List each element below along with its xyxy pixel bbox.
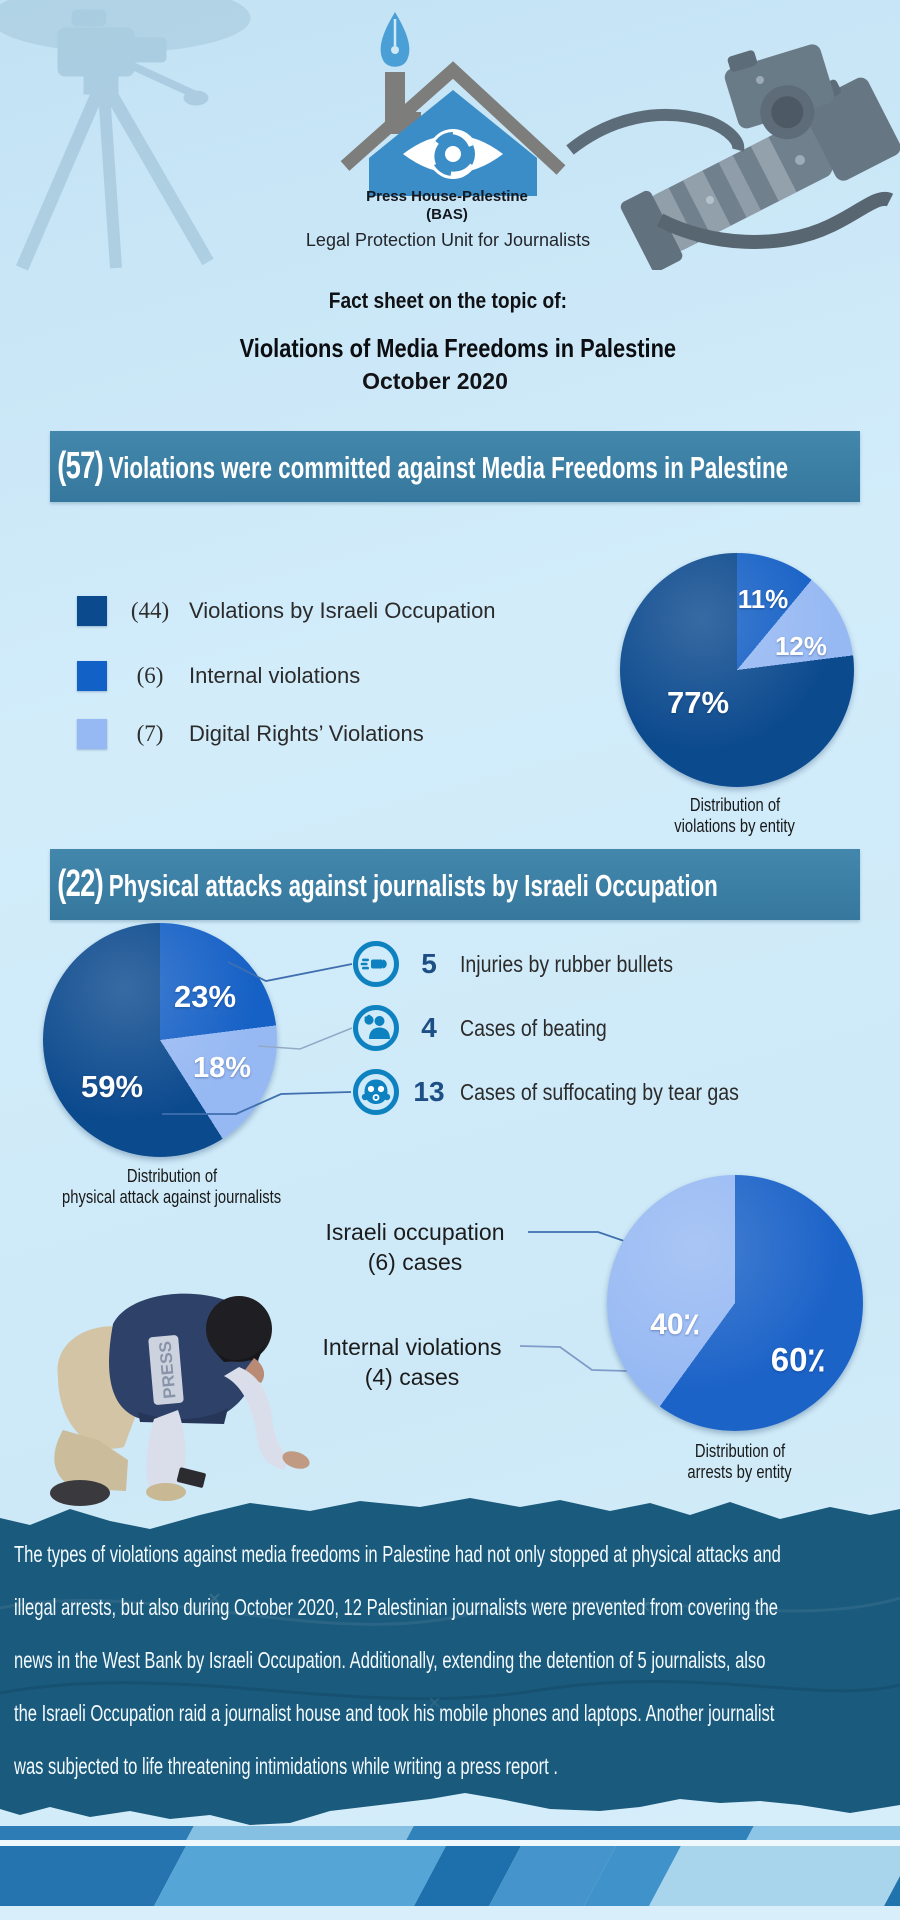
org-name: Press House-Palestine xyxy=(366,188,528,205)
legend-item-digital-rights: (7) Digital Rights’ Violations xyxy=(77,719,424,749)
bottom-stripe-band-thin xyxy=(0,1826,900,1840)
attacks-banner-text: Physical attacks against journalists by … xyxy=(108,868,718,903)
pie1-israeli-pct: 77% xyxy=(666,685,730,720)
pie1-caption: Distribution of violations by entity xyxy=(674,795,796,836)
violations-banner-text: Violations were committed against Media … xyxy=(108,450,789,485)
attacks-banner: (22) Physical attacks against journalists… xyxy=(50,849,860,920)
gas-mask-icon xyxy=(352,1068,400,1116)
pie3-caption: Distribution of arrests by entity xyxy=(687,1441,793,1482)
legend-swatch-light-blue xyxy=(77,719,107,749)
stat-count: 5 xyxy=(421,948,437,979)
pie1-internal-pct: 11% xyxy=(737,584,789,614)
pie-chart-physical-attacks xyxy=(43,923,277,1157)
bullet-icon xyxy=(352,940,400,988)
footer-paragraph: The types of violations against media fr… xyxy=(14,1541,781,1779)
bottom-light-strip xyxy=(0,1906,900,1920)
attacks-total-count: (22) xyxy=(57,863,103,905)
org-abbreviation: (BAS) xyxy=(426,206,468,223)
stat-label: Cases of beating xyxy=(460,1014,607,1041)
broken-cameras-photo xyxy=(566,44,900,270)
pie1-digital-pct: 12% xyxy=(774,631,828,661)
legend-swatch-medium-blue xyxy=(77,661,107,691)
pie2-bullets-pct: 23% xyxy=(173,979,237,1014)
fact-sheet-label: Fact sheet on the topic of: xyxy=(328,288,568,313)
pie-chart-arrests-by-entity xyxy=(607,1175,863,1431)
document-title: Violations of Media Freedoms in Palestin… xyxy=(239,333,677,363)
pie2-beating-pct: 18% xyxy=(192,1052,252,1084)
footer-panel xyxy=(0,1538,900,1790)
pie-chart-violations-by-entity xyxy=(620,553,854,787)
beating-icon xyxy=(352,1004,400,1052)
pie3-israeli-pct: 60٪ xyxy=(770,1341,826,1378)
stat-row-rubber-bullets: 5 Injuries by rubber bullets xyxy=(352,940,711,988)
pie2-caption: Distribution of physical attack against … xyxy=(62,1166,282,1207)
legend-label: Internal violations xyxy=(189,663,361,688)
violations-total-count: (57) xyxy=(57,445,103,487)
violations-banner: (57) Violations were committed against Me… xyxy=(50,431,860,502)
pie2-teargas-pct: 59% xyxy=(80,1069,144,1104)
arrest-label-israeli: Israeli occupation (6) cases xyxy=(325,1219,505,1275)
legend-label: Violations by Israeli Occupation xyxy=(189,598,496,623)
arrest-label-internal: Internal violations (4) cases xyxy=(322,1334,502,1390)
legend-count: (7) xyxy=(136,721,164,746)
stat-label: Cases of suffocating by tear gas xyxy=(460,1078,739,1105)
bottom-stripe-gap xyxy=(0,1840,900,1846)
legend-label: Digital Rights’ Violations xyxy=(189,721,424,746)
svg-text:PRESS: PRESS xyxy=(156,1340,180,1399)
legend-swatch-dark-blue xyxy=(77,596,107,626)
document-date: October 2020 xyxy=(362,368,508,394)
unit-line: Legal Protection Unit for Journalists xyxy=(305,230,591,250)
stat-count: 13 xyxy=(413,1076,445,1107)
stat-row-tear-gas: 13 Cases of suffocating by tear gas xyxy=(352,1068,788,1116)
barbed-wire-decoration xyxy=(0,1593,900,1708)
press-house-logo xyxy=(340,12,566,196)
legend-count: (6) xyxy=(136,663,164,688)
stat-count: 4 xyxy=(421,1012,437,1043)
pie3-internal-pct: 40٪ xyxy=(650,1308,700,1341)
legend-count: (44) xyxy=(130,598,170,623)
stat-row-beating: 4 Cases of beating xyxy=(352,1004,633,1052)
legend-item-israeli-occupation: (44) Violations by Israeli Occupation xyxy=(77,596,496,626)
pen-nib-icon xyxy=(380,12,410,67)
tripod-camera-photo xyxy=(0,0,251,271)
footer-torn-bottom-edge xyxy=(0,1789,900,1825)
camera-eye-icon xyxy=(403,129,503,179)
bottom-stripe-band-thick xyxy=(0,1846,900,1906)
legend-item-internal: (6) Internal violations xyxy=(77,661,360,691)
stat-label: Injuries by rubber bullets xyxy=(460,950,673,977)
journalist-press-photo: PRESS xyxy=(50,1293,310,1506)
footer-torn-top-edge xyxy=(0,1498,900,1539)
